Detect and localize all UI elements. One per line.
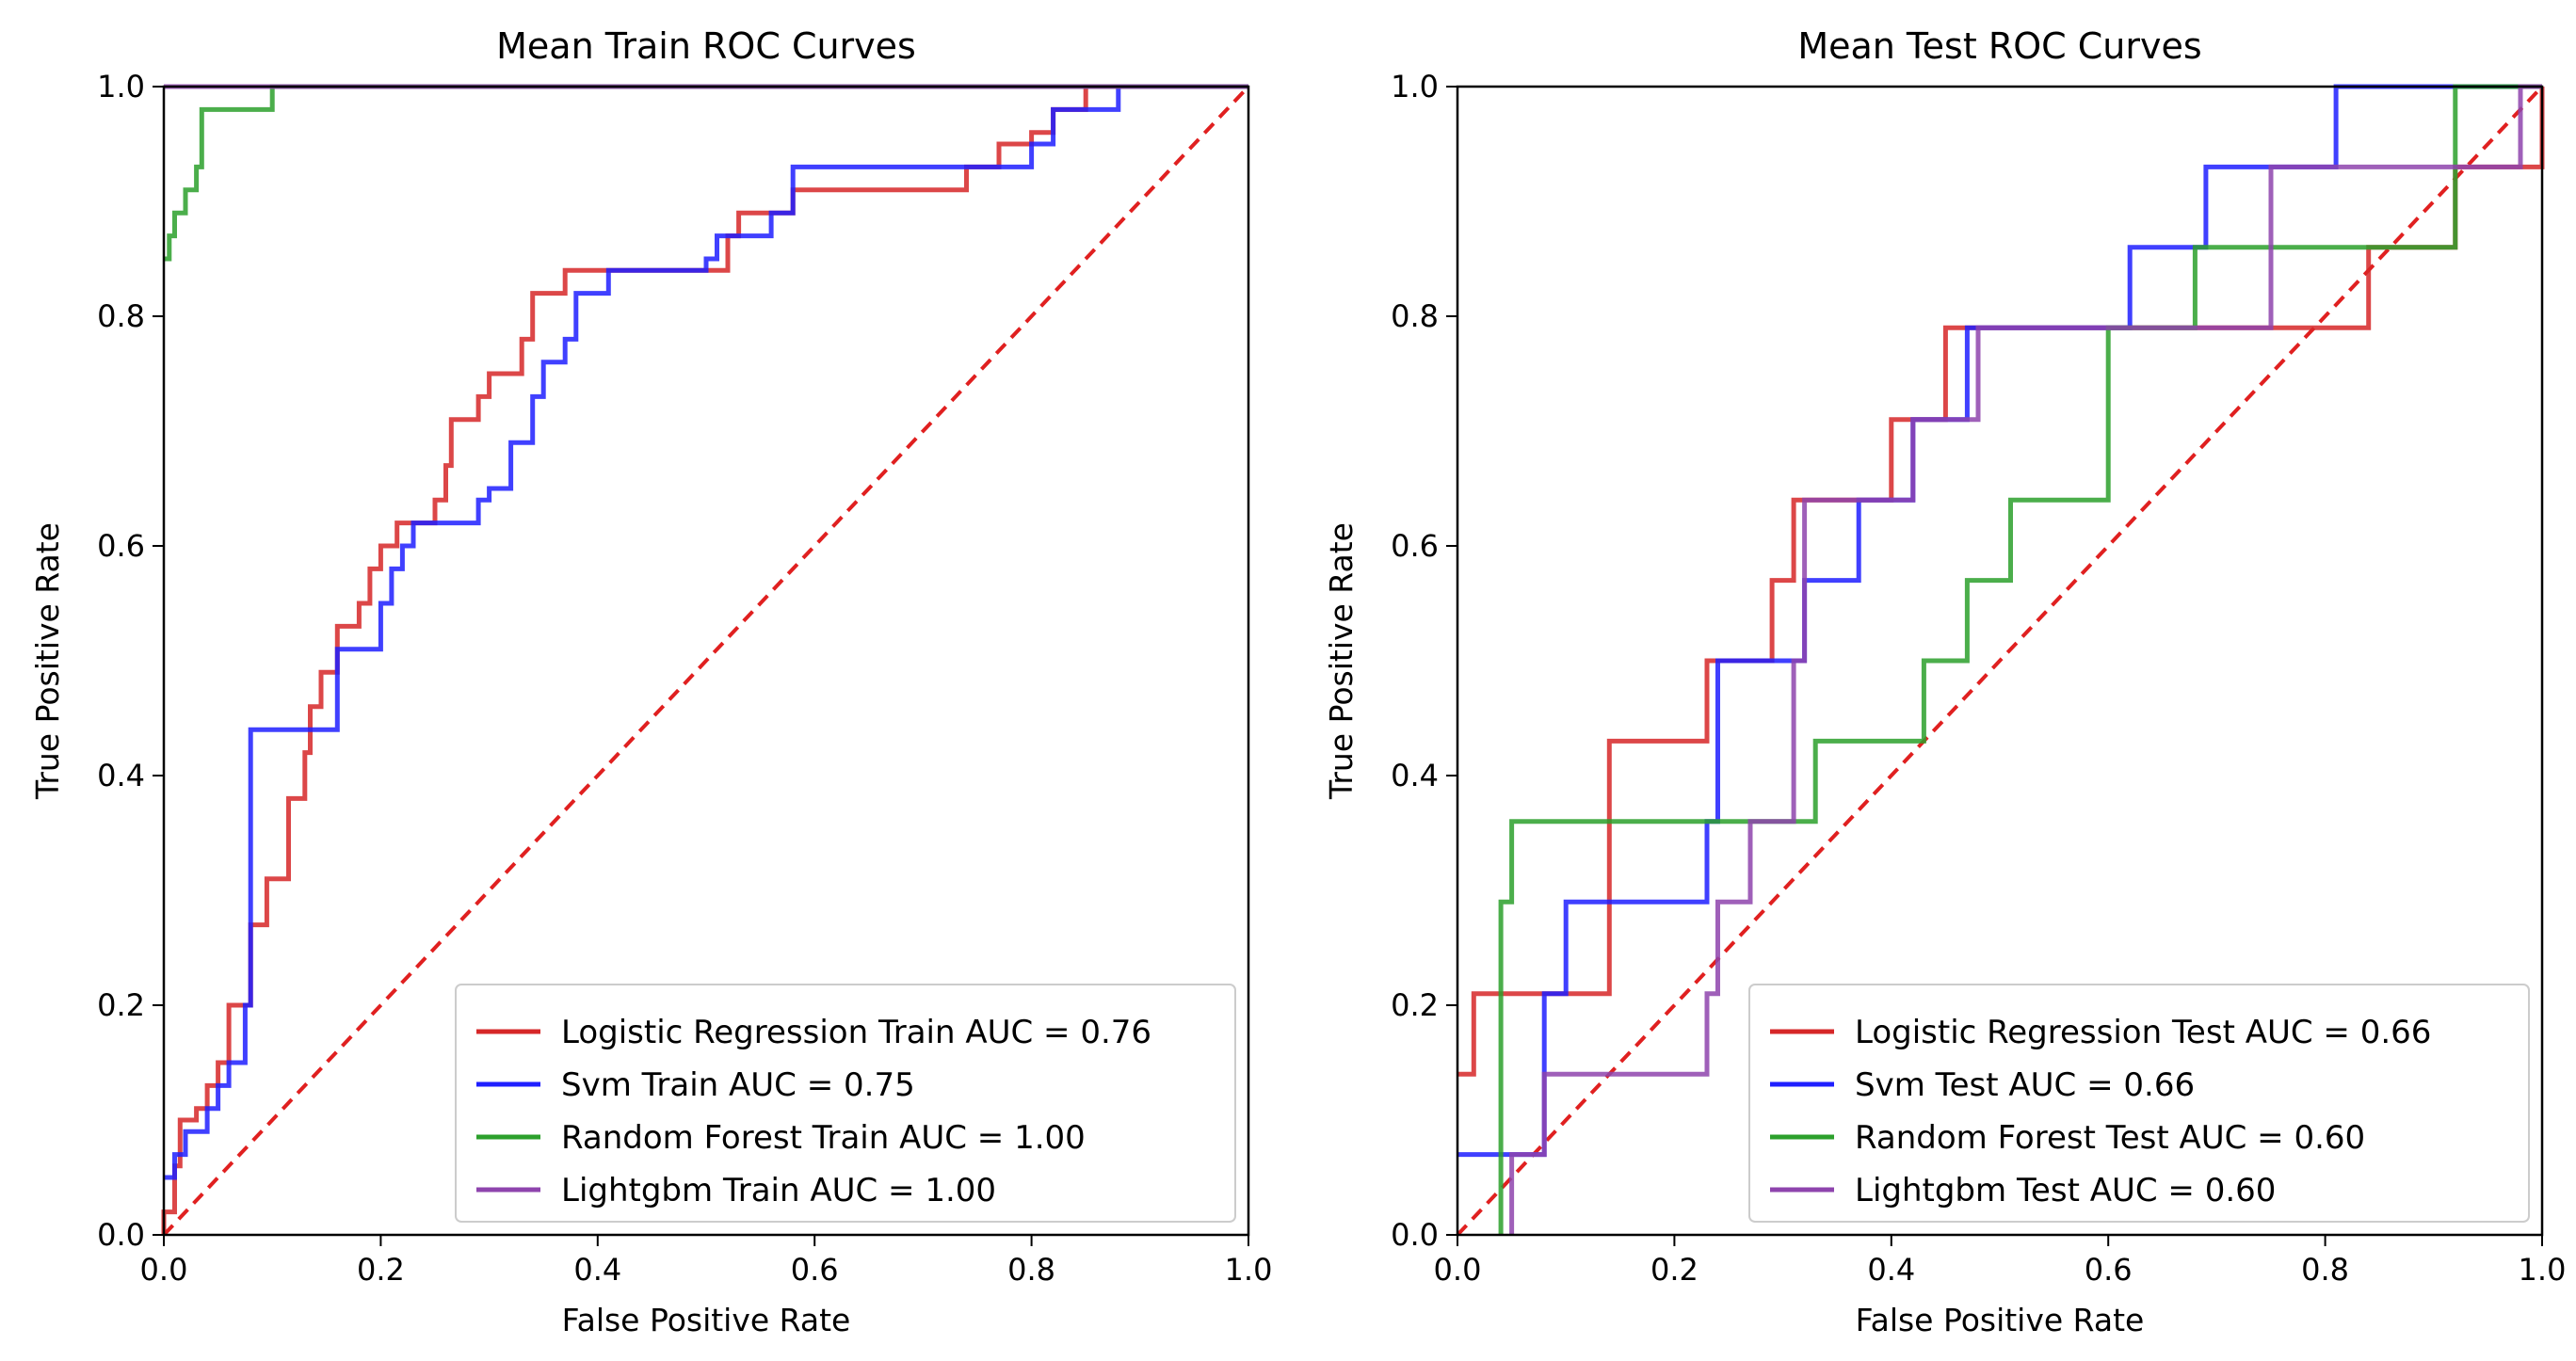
train-roc-panel: Mean Train ROC Curves 0.0 0.2 0.4 0.6 0.8 1.0 0… [29, 25, 1272, 1338]
legend-entry: Lightgbm Train AUC = 1.00 [561, 1172, 996, 1209]
chance-diagonal-line [1456, 85, 2544, 1237]
x-tick-label: 0.6 [791, 1252, 839, 1288]
x-tick-label: 1.0 [1225, 1252, 1273, 1288]
x-tick-label: 0.0 [140, 1252, 188, 1288]
y-tick-label: 0.0 [97, 1217, 145, 1253]
y-tick-label: 0.8 [97, 298, 145, 334]
chart-title: Mean Train ROC Curves [496, 25, 916, 67]
x-tick-label: 0.2 [1650, 1252, 1699, 1288]
x-tick-label: 0.2 [357, 1252, 405, 1288]
legend-entry: Random Forest Train AUC = 1.00 [561, 1119, 1086, 1157]
legend-box [455, 984, 1236, 1223]
legend-entry: Svm Test AUC = 0.66 [1855, 1066, 2195, 1104]
legend-box [1748, 984, 2530, 1223]
series-line-2 [1457, 84, 2542, 1158]
y-tick-label: 0.6 [97, 528, 145, 564]
x-tick-label: 0.8 [1007, 1252, 1055, 1288]
x-tick-label: 1.0 [2519, 1252, 2567, 1288]
x-tick-label: 0.0 [1434, 1252, 1482, 1288]
y-tick-label: 0.8 [1391, 298, 1439, 334]
legend-entry: Random Forest Test AUC = 0.60 [1855, 1119, 2365, 1157]
plot-frame [162, 85, 1250, 1237]
x-axis-label: False Positive Rate [562, 1302, 851, 1338]
y-tick-label: 0.6 [1391, 528, 1439, 564]
y-tick-label: 0.0 [1391, 1217, 1439, 1253]
y-tick-label: 0.4 [1391, 758, 1439, 793]
y-axis-label: True Positive Rate [29, 522, 66, 800]
y-tick-label: 0.4 [97, 758, 145, 793]
plot-frame [1456, 85, 2544, 1237]
y-axis-label: True Positive Rate [1323, 522, 1360, 800]
legend-entry: Logistic Regression Test AUC = 0.66 [1855, 1014, 2431, 1051]
test-roc-panel: Mean Test ROC Curves 0.0 0.2 0.4 0.6 0.8 1.0 0.… [1323, 25, 2566, 1338]
x-tick-label: 0.4 [1867, 1252, 1915, 1288]
series-line-3 [164, 84, 1248, 262]
x-tick-label: 0.4 [573, 1252, 621, 1288]
y-tick-label: 1.0 [97, 69, 145, 104]
x-axis-label: False Positive Rate [1856, 1302, 2145, 1338]
series-line-4 [1509, 84, 2542, 1235]
y-tick-label: 1.0 [1391, 69, 1439, 104]
legend-entry: Logistic Regression Train AUC = 0.76 [561, 1014, 1151, 1051]
chance-diagonal-line [162, 85, 1250, 1237]
legend-entry: Lightgbm Test AUC = 0.60 [1855, 1172, 2276, 1209]
y-tick-label: 0.2 [97, 987, 145, 1023]
series-line-2 [164, 84, 1248, 1180]
legend-entry: Svm Train AUC = 0.75 [561, 1066, 915, 1104]
series-line-3 [1498, 84, 2542, 1235]
x-tick-label: 0.6 [2085, 1252, 2133, 1288]
chart-title: Mean Test ROC Curves [1797, 25, 2201, 67]
x-tick-label: 0.8 [2301, 1252, 2349, 1288]
y-tick-label: 0.2 [1391, 987, 1439, 1023]
